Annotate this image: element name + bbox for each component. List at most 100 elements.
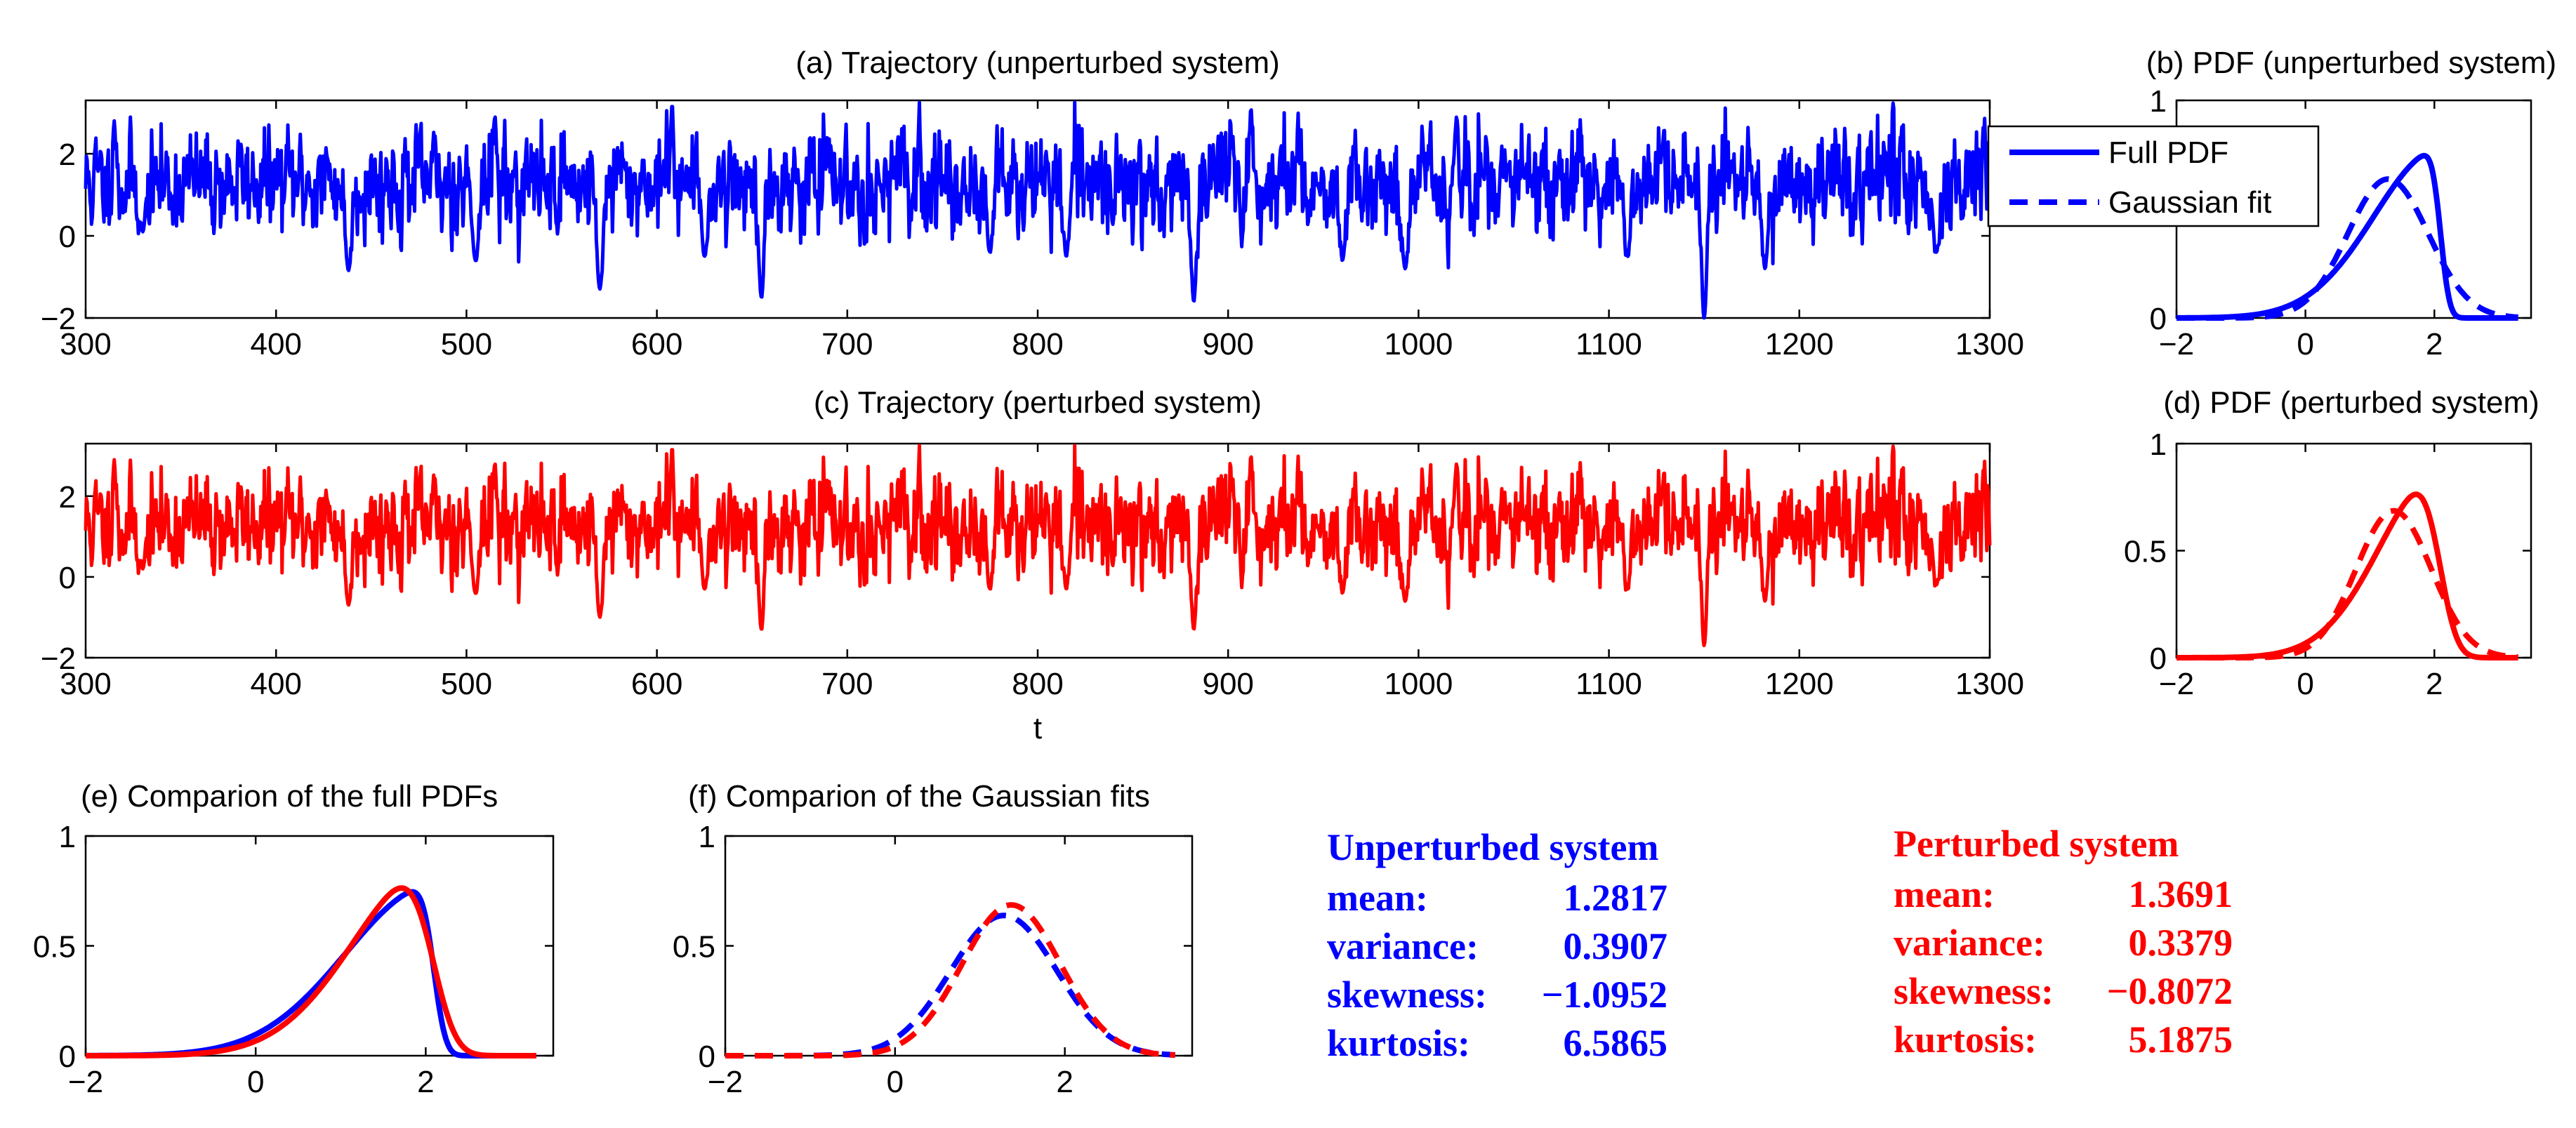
x-tick-label: 700: [821, 327, 873, 361]
x-tick-label: 1100: [1576, 327, 1642, 361]
panel-e-full-pdf-comparison: (e) Comparion of the full PDFs −2 0 200.51: [33, 779, 555, 1099]
stats-unperturbed-skewness-value: −1.0952: [1542, 974, 1667, 1016]
legend-full-pdf: Full PDF: [2108, 135, 2228, 170]
panel-f-axes: [724, 835, 1194, 1057]
x-tick-label: 1300: [1955, 327, 2024, 361]
legend-gaussian-fit: Gaussian fit: [2108, 185, 2271, 220]
y-tick-label: 0: [699, 1040, 715, 1074]
x-tick-label: 2: [2426, 327, 2443, 361]
y-tick-label: 0: [59, 220, 76, 254]
x-tick-label: −2: [68, 1065, 103, 1099]
legend: Full PDF Gaussian fit: [1987, 125, 2320, 227]
x-tick-label: 1200: [1765, 667, 1834, 701]
y-tick-label: 1: [2150, 427, 2167, 462]
x-tick-label: 0: [2297, 327, 2313, 361]
x-tick-label: 800: [1012, 667, 1063, 701]
y-tick-label: 0.5: [2124, 535, 2167, 569]
y-tick-label: 1: [59, 820, 76, 854]
stats-perturbed-kurtosis-label: kurtosis:: [1894, 1018, 2037, 1061]
panel-c-title: (c) Trajectory (perturbed system): [814, 385, 1262, 420]
panel-f-plot: −2 0 200.51: [673, 820, 1192, 1099]
x-tick-label: 800: [1012, 327, 1063, 361]
stats-perturbed: Perturbed system mean: 1.3691 variance: …: [1894, 823, 2233, 1061]
stats-unperturbed-skewness-label: skewness:: [1327, 974, 1487, 1016]
x-tick-label: 500: [441, 327, 492, 361]
x-tick-label: 400: [250, 667, 301, 701]
x-tick-label: 600: [631, 327, 682, 361]
y-tick-label: 0.5: [673, 930, 715, 964]
x-tick-label: 400: [250, 327, 301, 361]
full-pdf-line: [84, 885, 538, 1059]
panel-d-title: (d) PDF (perturbed system): [2163, 385, 2539, 420]
panel-b-title: (b) PDF (unperturbed system): [2146, 46, 2556, 80]
y-tick-label: 0: [59, 561, 76, 595]
panel-a-plot: 300 400 500 600 700 800 900 1000 1100 1200 1300 −2 0…: [41, 100, 2024, 361]
y-tick-label: 0: [59, 1040, 76, 1074]
stats-unperturbed-variance-label: variance:: [1327, 925, 1479, 967]
y-tick-label: 0: [2150, 642, 2167, 676]
x-tick-label: 700: [821, 667, 873, 701]
panel-a-title: (a) Trajectory (unperturbed system): [795, 46, 1280, 80]
x-tick-label: 0: [247, 1065, 264, 1099]
x-tick-label: 1300: [1955, 667, 2024, 701]
stats-perturbed-variance-value: 0.3379: [2129, 922, 2233, 964]
stats-perturbed-kurtosis-value: 5.1875: [2129, 1018, 2233, 1061]
panel-d-plot: −2 0 200.51: [2124, 427, 2531, 701]
panel-c-trajectory-perturbed: (c) Trajectory (perturbed system) 300 400…: [41, 385, 2024, 745]
stats-unperturbed: Unperturbed system mean: 1.2817 variance…: [1327, 826, 1667, 1064]
y-tick-label: 1: [2150, 84, 2167, 119]
x-tick-label: 600: [631, 667, 682, 701]
gaussian-fit-line: [2174, 507, 2520, 661]
x-tick-label: 2: [2426, 667, 2443, 701]
y-tick-label: 1: [699, 820, 715, 854]
panel-d-pdf-perturbed: (d) PDF (perturbed system) −2 0 200.51: [2124, 385, 2539, 701]
panel-c-xlabel: t: [1033, 711, 1042, 745]
legend-box: [1987, 125, 2320, 227]
gaussian-fit-line: [724, 902, 1177, 1059]
x-tick-label: −2: [708, 1065, 743, 1099]
trajectory-series-line: [84, 100, 1992, 320]
y-tick-label: 0: [2150, 302, 2167, 336]
x-tick-label: 2: [1056, 1065, 1073, 1099]
x-tick-label: 500: [441, 667, 492, 701]
x-tick-label: −2: [2159, 327, 2194, 361]
stats-unperturbed-kurtosis-value: 6.5865: [1564, 1022, 1668, 1064]
panel-a-trajectory-unperturbed: (a) Trajectory (unperturbed system) 300 4…: [41, 46, 2024, 361]
stats-unperturbed-variance-value: 0.3907: [1564, 925, 1668, 967]
panel-e-axes: [84, 835, 555, 1057]
y-tick-label: −2: [41, 302, 76, 336]
stats-unperturbed-kurtosis-label: kurtosis:: [1327, 1022, 1470, 1064]
gaussian-fit-line: [724, 913, 1177, 1059]
panel-f-gaussian-comparison: (f) Comparion of the Gaussian fits −2 0 20…: [673, 779, 1194, 1099]
x-tick-label: −2: [2159, 667, 2194, 701]
panel-e-title: (e) Comparion of the full PDFs: [81, 779, 498, 814]
x-tick-label: 900: [1202, 327, 1253, 361]
stats-perturbed-skewness-value: −0.8072: [2107, 970, 2233, 1012]
panel-e-plot: −2 0 200.51: [33, 820, 553, 1099]
y-tick-label: −2: [41, 642, 76, 676]
stats-unperturbed-heading: Unperturbed system: [1327, 826, 1658, 868]
stats-perturbed-skewness-label: skewness:: [1894, 970, 2054, 1012]
stats-unperturbed-mean-label: mean:: [1327, 877, 1428, 919]
gaussian-fit-line: [2174, 176, 2520, 321]
y-tick-label: 0.5: [33, 930, 76, 964]
stats-perturbed-heading: Perturbed system: [1894, 823, 2179, 865]
full-pdf-line: [2174, 152, 2520, 321]
full-pdf-line: [2174, 491, 2520, 661]
x-tick-label: 1200: [1765, 327, 1834, 361]
x-tick-label: 0: [2297, 667, 2313, 701]
panel-b-plot: −2 0 201: [2150, 84, 2531, 361]
x-tick-label: 300: [60, 667, 111, 701]
trajectory-series-line: [84, 444, 1992, 648]
x-tick-label: 1000: [1384, 327, 1453, 361]
y-tick-label: 2: [59, 480, 76, 515]
stats-perturbed-mean-label: mean:: [1894, 873, 1995, 915]
panel-b-pdf-unperturbed: (b) PDF (unperturbed system) −2 0 201 Full…: [1987, 46, 2556, 361]
stats-unperturbed-mean-value: 1.2817: [1564, 877, 1668, 919]
x-tick-label: 300: [60, 327, 111, 361]
panel-c-plot: 300 400 500 600 700 800 900 1000 1100 1200 1300 −2 0…: [41, 444, 2024, 701]
stats-perturbed-variance-label: variance:: [1894, 922, 2045, 964]
full-pdf-line: [84, 889, 538, 1059]
panel-d-axes: [2175, 442, 2532, 659]
